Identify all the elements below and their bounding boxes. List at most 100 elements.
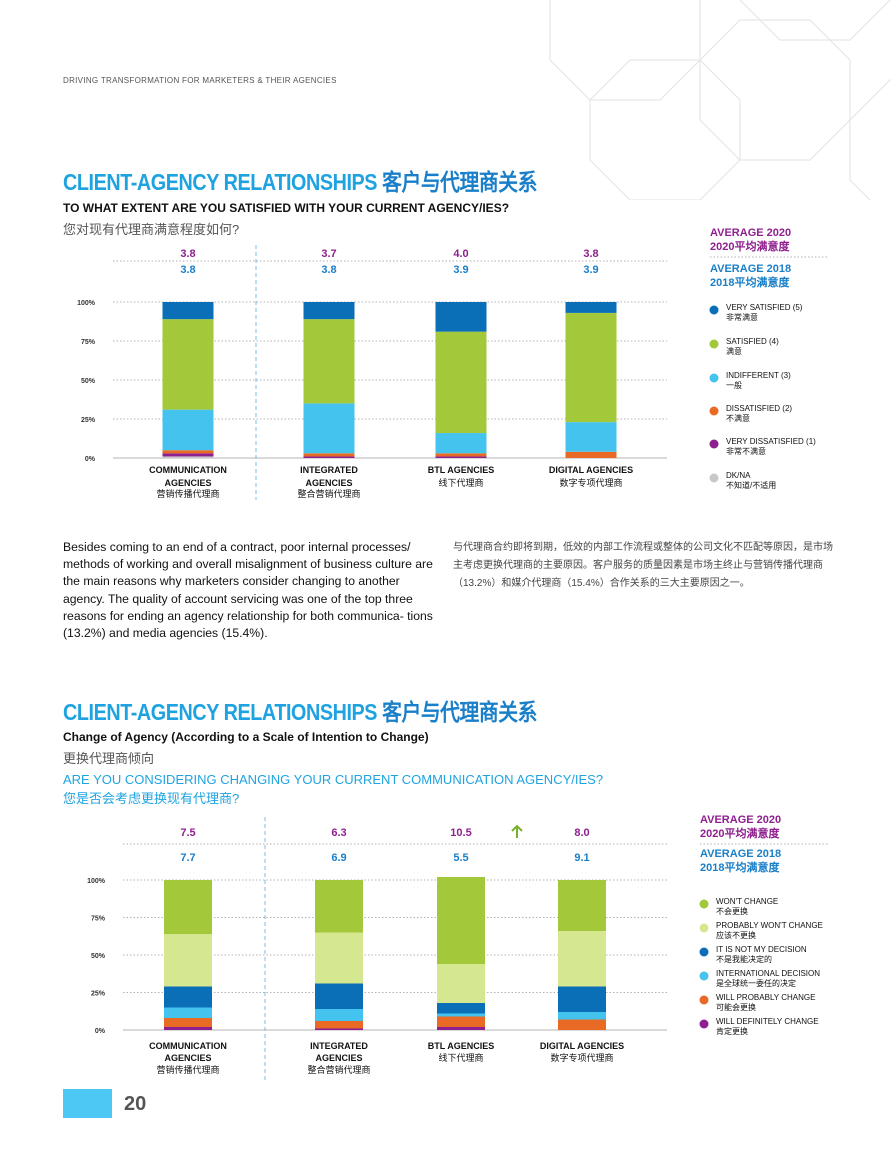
legend-average-2018-label-cn: 2018平均满意度 xyxy=(710,275,790,289)
legend-item-label-cn: 非常不满意 xyxy=(726,446,766,456)
average-2020-value: 10.5 xyxy=(450,827,471,839)
legend-item-label: WILL DEFINITELY CHANGE xyxy=(716,1017,819,1026)
average-2018-value: 3.9 xyxy=(453,264,468,276)
bar-segment xyxy=(437,1016,485,1027)
legend-average-2018-label: AVERAGE 2018 xyxy=(710,263,791,275)
y-tick-label: 100% xyxy=(77,300,96,307)
legend-item-label: INTERNATIONAL DECISION xyxy=(716,969,820,978)
y-tick-label: 75% xyxy=(91,916,106,923)
legend-item-label-cn: 满意 xyxy=(726,346,742,356)
average-2018-value: 5.5 xyxy=(453,852,468,864)
legend-item-label-cn: 不会更换 xyxy=(716,906,748,916)
bar-segment xyxy=(437,1013,485,1017)
category-label-line2: AGENCIES xyxy=(164,478,211,488)
category-label-cn: 数字专项代理商 xyxy=(550,1052,613,1063)
bar-segment xyxy=(303,302,355,320)
average-2020-value: 3.8 xyxy=(180,248,195,260)
bar-segment xyxy=(435,302,487,332)
bar-segment xyxy=(558,880,606,931)
body-paragraph-en: Besides coming to an end of a contract, … xyxy=(63,540,433,641)
bar-segment xyxy=(164,880,212,934)
category-label: DIGITAL AGENCIES xyxy=(549,465,633,475)
legend-item-label: SATISFIED (4) xyxy=(726,337,779,346)
category-label: DIGITAL AGENCIES xyxy=(540,1041,624,1051)
y-tick-label: 0% xyxy=(85,456,96,463)
average-2018-value: 6.9 xyxy=(331,852,346,864)
bar-segment xyxy=(437,1027,485,1030)
category-label: COMMUNICATION xyxy=(149,1041,227,1051)
category-label: COMMUNICATION xyxy=(149,465,227,475)
satisfaction-chart: 0% 25% 50% 75% 100% 3.8 3.8 COMMUNICATION AGENCI… xyxy=(77,227,828,500)
category-label: INTEGRATED xyxy=(300,465,358,475)
legend-swatch xyxy=(709,439,719,449)
bar-segment xyxy=(315,983,363,1009)
section2-question-cn: 您是否会考虑更换现有代理商? xyxy=(63,791,240,806)
y-tick-label: 25% xyxy=(81,417,96,424)
section1-question-cn: 您对现有代理商满意程度如何? xyxy=(63,222,240,237)
category-label-cn: 整合营销代理商 xyxy=(297,488,360,499)
bar-segment xyxy=(303,319,355,404)
legend-swatch xyxy=(699,1019,709,1029)
category-label-line2: AGENCIES xyxy=(305,478,352,488)
average-2020-value: 4.0 xyxy=(453,248,468,260)
category-label: INTEGRATED xyxy=(310,1041,368,1051)
bar-segment xyxy=(162,453,214,457)
legend-average-2018-label-cn: 2018平均满意度 xyxy=(700,860,780,874)
average-2018-value: 3.8 xyxy=(180,264,195,276)
legend-item-label: IT IS NOT MY DECISION xyxy=(716,945,807,954)
section1-title: CLIENT-AGENCY RELATIONSHIPS 客户与代理商关系 xyxy=(63,163,537,197)
legend-item-label: WON'T CHANGE xyxy=(716,897,778,906)
legend-item-label-cn: 非常满意 xyxy=(726,312,758,322)
y-tick-label: 50% xyxy=(81,378,96,385)
legend-item-label-cn: 不是我能决定的 xyxy=(716,954,772,964)
bar-segment xyxy=(164,1018,212,1027)
section2-title: CLIENT-AGENCY RELATIONSHIPS 客户与代理商关系 xyxy=(63,693,537,727)
bar-segment xyxy=(315,932,363,984)
legend-item-label: VERY SATISFIED (5) xyxy=(726,303,803,312)
category-label-cn: 整合营销代理商 xyxy=(307,1064,370,1075)
legend-swatch xyxy=(699,899,709,909)
category-label: BTL AGENCIES xyxy=(428,465,495,475)
legend-swatch xyxy=(709,339,719,349)
body-paragraph-cn: 与代理商合约即将到期，低效的内部工作流程或整体的公司文化不匹配等原因，是市场主考… xyxy=(453,542,833,589)
bar-segment xyxy=(315,1009,363,1021)
bar-segment xyxy=(315,1028,363,1030)
bar-segment xyxy=(162,319,214,410)
decorative-hexagon-pattern xyxy=(549,0,891,200)
bar-segment xyxy=(435,433,487,454)
bar-segment xyxy=(558,1019,606,1030)
bar-segment xyxy=(162,302,214,320)
legend-swatch xyxy=(699,995,709,1005)
section2-subtitle-cn: 更换代理商倾向 xyxy=(63,751,155,766)
legend-item-label: PROBABLY WON'T CHANGE xyxy=(716,921,823,930)
bar-segment xyxy=(558,931,606,987)
bar-segment xyxy=(558,986,606,1012)
section2-title-cn: 客户与代理商关系 xyxy=(382,699,537,725)
bar-segment xyxy=(315,880,363,933)
section2-question-en: ARE YOU CONSIDERING CHANGING YOUR CURREN… xyxy=(63,772,604,787)
legend-swatch xyxy=(709,373,719,383)
section1-title-en: CLIENT-AGENCY RELATIONSHIPS xyxy=(63,169,378,195)
average-2020-value: 7.5 xyxy=(180,827,195,839)
y-tick-label: 50% xyxy=(91,953,106,960)
bar-segment xyxy=(315,1021,363,1029)
y-tick-label: 100% xyxy=(87,878,106,885)
legend-swatch xyxy=(699,947,709,957)
legend-average-2018-label: AVERAGE 2018 xyxy=(700,848,781,860)
category-label-cn: 营销传播代理商 xyxy=(156,488,219,499)
legend-item-label-cn: 不知道/不适用 xyxy=(726,480,776,490)
bar-segment xyxy=(303,403,355,454)
average-2018-value: 7.7 xyxy=(180,852,195,864)
trend-up-arrow-icon xyxy=(511,824,523,838)
legend-item-label: DK/NA xyxy=(726,471,751,480)
legend-swatch xyxy=(699,923,709,933)
bar-segment xyxy=(164,934,212,987)
bar-segment xyxy=(162,456,214,458)
legend-item-label: DISSATISFIED (2) xyxy=(726,404,792,413)
average-2020-value: 8.0 xyxy=(574,827,589,839)
average-2020-value: 6.3 xyxy=(331,827,346,839)
section1-title-cn: 客户与代理商关系 xyxy=(382,169,537,195)
legend-item-label-cn: 肯定更换 xyxy=(716,1026,748,1036)
average-2018-value: 3.9 xyxy=(583,264,598,276)
